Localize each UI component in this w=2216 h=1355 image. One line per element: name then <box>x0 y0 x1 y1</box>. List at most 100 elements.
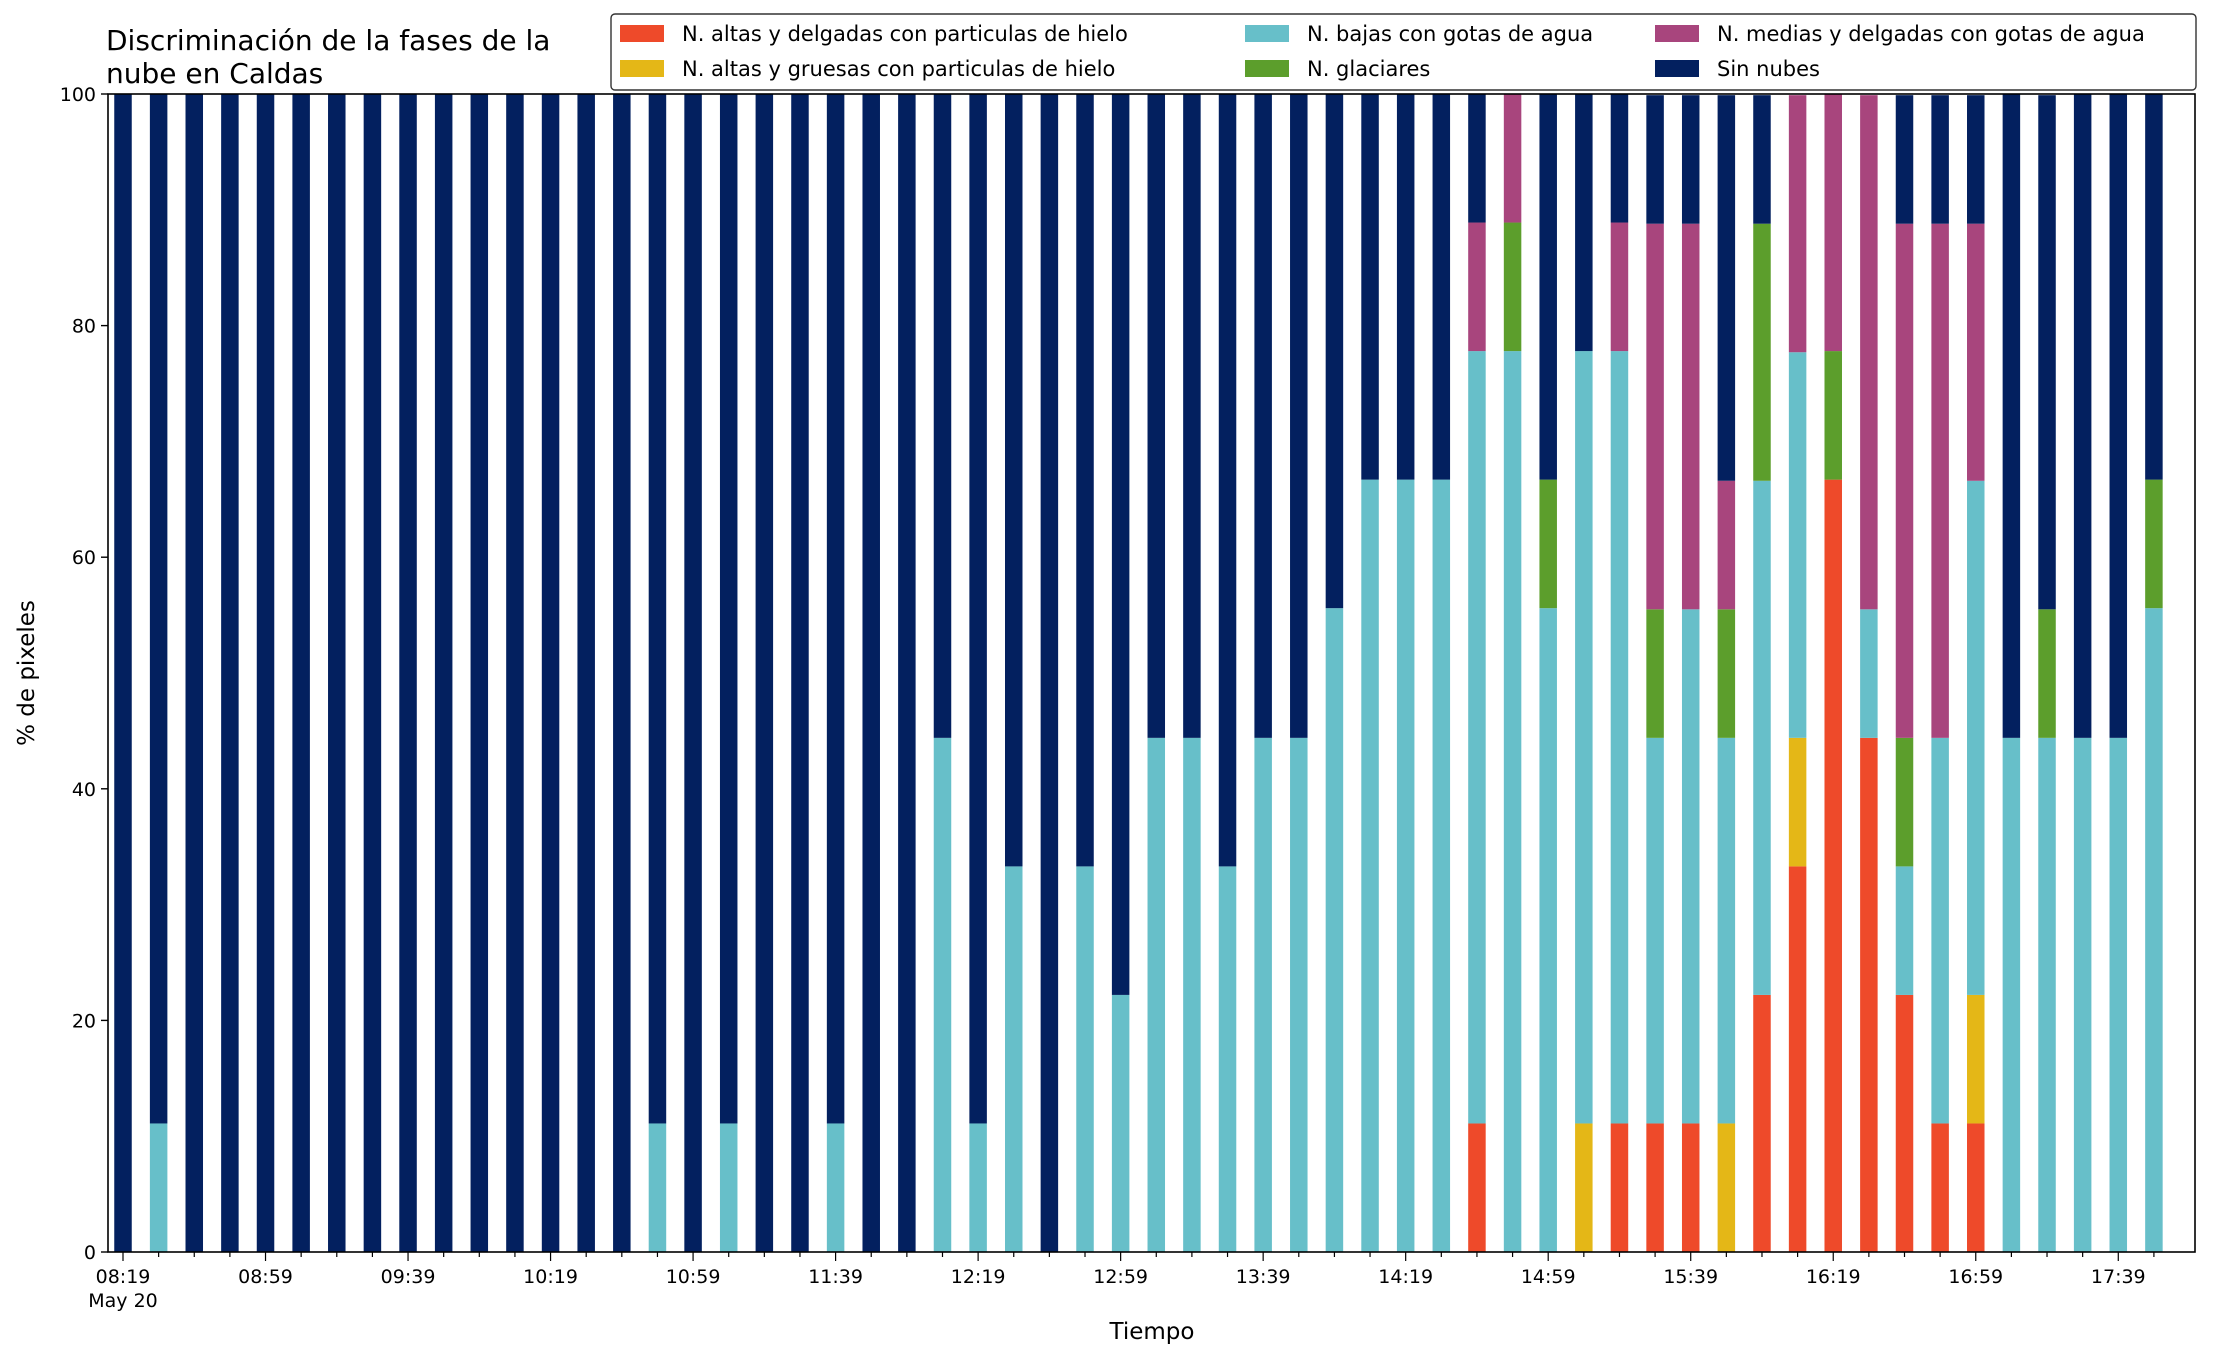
bar-segment-55-series-5 <box>2073 94 2092 738</box>
x-tick-label-10: 14:59 <box>1521 1266 1576 1288</box>
bar-segment-21-series-5 <box>862 94 880 1252</box>
x-tick-label-13: 16:59 <box>1948 1266 2003 1288</box>
bar-segment-23-series-5 <box>933 94 952 738</box>
bar-segment-55-series-2 <box>2073 737 2092 1252</box>
y-tick-label-2: 40 <box>72 779 96 801</box>
y-axis: 0 20 40 60 80 100 <box>60 84 108 1264</box>
x-tick-label-3: 10:19 <box>523 1266 578 1288</box>
bar-segment-36-series-5 <box>1396 94 1415 480</box>
bar-segment-39-series-4 <box>1503 94 1522 223</box>
bar-segment-32-series-5 <box>1254 94 1272 738</box>
bar-segment-44-series-2 <box>1681 609 1700 1124</box>
bar-segment-45-series-3 <box>1717 609 1736 738</box>
bar-segment-51-series-4 <box>1931 223 1949 738</box>
bar-segment-57-series-3 <box>2145 479 2163 609</box>
legend-label-0: N. altas y delgadas con particulas de hi… <box>682 22 1128 46</box>
bar-segment-33-series-5 <box>1290 94 1308 738</box>
bar-segment-38-series-2 <box>1468 351 1486 1124</box>
bar-segment-54-series-2 <box>2038 737 2056 1252</box>
chart-title-line-1: Discriminación de la fases de la <box>106 24 550 57</box>
bar-segment-57-series-2 <box>2145 608 2163 1252</box>
bar-segment-45-series-5 <box>1717 95 1736 481</box>
bar-segment-1-series-5 <box>149 94 168 1124</box>
bar-segment-51-series-5 <box>1931 95 1949 224</box>
bar-segment-31-series-2 <box>1218 866 1237 1252</box>
bar-segment-50-series-4 <box>1895 223 1914 738</box>
bar-segment-42-series-4 <box>1610 222 1629 352</box>
bar-segment-26-series-5 <box>1040 94 1059 1252</box>
x-tick-label-1: 08:59 <box>238 1266 293 1288</box>
bar-segment-1-series-2 <box>149 1123 168 1252</box>
bar-segment-14-series-5 <box>613 94 631 1252</box>
bar-segment-46-series-5 <box>1753 95 1771 224</box>
bar-segment-35-series-2 <box>1361 479 1379 1252</box>
bar-segment-39-series-3 <box>1503 222 1522 352</box>
y-tick-label-0: 0 <box>84 1242 96 1264</box>
bar-segment-9-series-5 <box>434 94 453 1252</box>
bar-segment-52-series-5 <box>1967 95 1985 224</box>
bar-segment-17-series-2 <box>719 1123 738 1252</box>
bar-segment-41-series-2 <box>1575 351 1593 1124</box>
bar-segment-40-series-5 <box>1539 94 1557 480</box>
bar-segment-53-series-2 <box>2002 737 2021 1252</box>
bar-segment-30-series-5 <box>1183 94 1201 738</box>
x-tick-label-9: 14:19 <box>1378 1266 1433 1288</box>
y-tick-label-1: 20 <box>72 1010 96 1032</box>
bar-segment-48-series-4 <box>1824 94 1842 352</box>
bar-segment-49-series-4 <box>1860 95 1878 610</box>
bar-segment-41-series-5 <box>1575 94 1593 352</box>
legend-swatch-1 <box>620 60 664 77</box>
bar-segment-49-series-2 <box>1860 609 1878 738</box>
bar-segment-24-series-2 <box>969 1123 987 1252</box>
bar-segment-45-series-4 <box>1717 480 1736 610</box>
bar-segment-52-series-0 <box>1967 1123 1985 1252</box>
bar-segment-47-series-2 <box>1788 352 1807 738</box>
bar-segment-50-series-0 <box>1895 994 1914 1252</box>
bar-segment-48-series-0 <box>1824 479 1842 1252</box>
bar-segment-0-series-5 <box>114 94 132 1252</box>
bar-segment-47-series-0 <box>1788 866 1807 1252</box>
bar-segment-40-series-3 <box>1539 479 1557 609</box>
bar-segment-37-series-5 <box>1432 94 1451 480</box>
x-tick-sublabel: May 20 <box>88 1290 158 1312</box>
bar-segment-27-series-5 <box>1076 94 1094 867</box>
legend-swatch-4 <box>1655 25 1699 42</box>
x-tick-label-14: 17:39 <box>2091 1266 2146 1288</box>
bar-segment-30-series-2 <box>1183 737 1201 1252</box>
legend-swatch-0 <box>620 25 664 42</box>
bar-segment-12-series-5 <box>541 94 560 1252</box>
bar-segment-3-series-5 <box>221 94 239 1252</box>
bar-segment-46-series-2 <box>1753 480 1771 995</box>
y-tick-label-3: 60 <box>72 547 96 569</box>
legend-label-2: N. bajas con gotas de agua <box>1307 22 1593 46</box>
bar-segment-11-series-5 <box>506 94 524 1252</box>
x-tick-label-12: 16:19 <box>1806 1266 1861 1288</box>
bar-segment-15-series-5 <box>648 94 667 1124</box>
bar-segment-15-series-2 <box>648 1123 667 1252</box>
bar-segment-6-series-5 <box>328 94 346 1252</box>
legend-swatch-5 <box>1655 60 1699 77</box>
bar-segment-24-series-5 <box>969 94 987 1124</box>
bar-segment-57-series-5 <box>2145 94 2163 480</box>
bar-segment-18-series-5 <box>755 94 774 1252</box>
bar-segment-25-series-5 <box>1005 94 1023 867</box>
bar-segment-10-series-5 <box>470 94 489 1252</box>
legend-swatch-2 <box>1245 25 1289 42</box>
legend-swatch-3 <box>1245 60 1289 77</box>
bar-segment-46-series-3 <box>1753 223 1771 481</box>
bar-segment-38-series-5 <box>1468 94 1486 223</box>
bar-segment-42-series-2 <box>1610 351 1629 1124</box>
bar-segment-52-series-2 <box>1967 480 1985 995</box>
legend: N. altas y delgadas con particulas de hi… <box>610 13 2197 91</box>
bar-segment-52-series-4 <box>1967 223 1985 481</box>
bar-segment-48-series-3 <box>1824 351 1842 480</box>
x-axis-title: Tiempo <box>1109 1319 1195 1345</box>
bar-segment-8-series-5 <box>399 94 417 1252</box>
bar-segment-16-series-5 <box>684 94 702 1252</box>
bar-segment-35-series-5 <box>1361 94 1379 480</box>
bar-segment-31-series-5 <box>1218 94 1237 867</box>
bar-segment-34-series-2 <box>1325 608 1344 1252</box>
bar-segment-56-series-5 <box>2109 94 2128 738</box>
bar-segment-29-series-5 <box>1147 94 1166 738</box>
bar-segment-25-series-2 <box>1005 866 1023 1252</box>
